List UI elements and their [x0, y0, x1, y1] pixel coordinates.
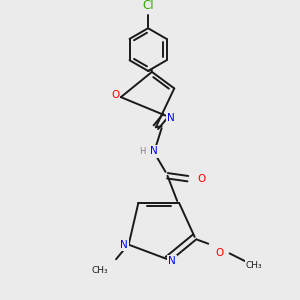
Text: N: N	[167, 113, 175, 124]
Text: Cl: Cl	[142, 0, 154, 12]
Text: N: N	[150, 146, 158, 157]
Text: CH₃: CH₃	[91, 266, 108, 275]
Text: O: O	[197, 174, 206, 184]
Text: N: N	[168, 256, 176, 266]
Text: CH₃: CH₃	[245, 261, 262, 270]
Text: O: O	[111, 90, 119, 100]
Text: N: N	[120, 240, 128, 250]
Text: H: H	[139, 147, 146, 156]
Text: O: O	[216, 248, 224, 258]
